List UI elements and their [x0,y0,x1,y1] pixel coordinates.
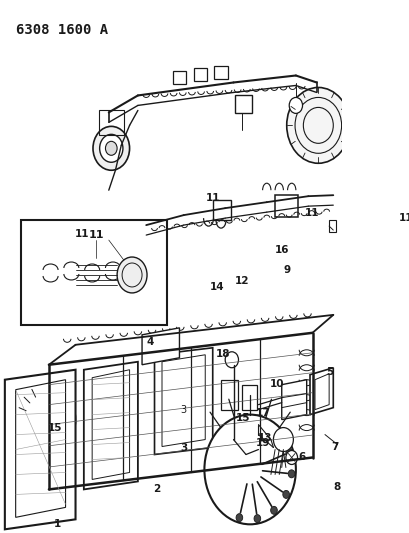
Circle shape [273,427,293,451]
Text: 11: 11 [205,193,220,203]
Circle shape [204,415,295,524]
Text: 15: 15 [236,413,250,423]
Circle shape [17,385,75,455]
Polygon shape [309,368,333,415]
Bar [99,110,124,135]
Text: 8: 8 [332,482,339,492]
Polygon shape [5,370,75,529]
Text: 18: 18 [216,349,230,359]
Circle shape [35,406,58,433]
Text: 2: 2 [153,484,160,495]
Circle shape [105,141,117,155]
Text: 11: 11 [75,229,89,239]
Circle shape [254,514,260,522]
Text: 10: 10 [269,378,283,389]
Text: 7: 7 [330,441,338,451]
Text: 5: 5 [326,367,333,377]
Circle shape [288,470,294,478]
Bar [214,66,227,79]
Bar [21,220,166,325]
Text: 19: 19 [256,438,270,448]
Text: 14: 14 [209,282,224,292]
Bar [241,385,256,410]
Circle shape [99,134,123,162]
Bar [328,220,335,232]
Text: 3: 3 [180,405,186,415]
Text: 11: 11 [305,208,319,218]
Text: 15: 15 [47,423,62,433]
Circle shape [93,126,129,170]
Circle shape [270,506,276,514]
Text: 1: 1 [54,519,61,529]
Circle shape [117,257,147,293]
Text: 12: 12 [234,276,249,286]
Bar [220,379,237,410]
Bar [235,95,251,114]
Circle shape [285,450,297,464]
Text: 16: 16 [274,245,288,255]
Text: 9: 9 [283,265,290,275]
Text: 11: 11 [88,230,104,240]
Text: 3: 3 [180,442,187,453]
Text: 4: 4 [146,337,154,347]
Circle shape [285,448,292,456]
Circle shape [288,98,302,114]
Polygon shape [154,348,212,455]
Polygon shape [83,362,137,489]
Circle shape [225,352,238,368]
Text: 6: 6 [297,451,305,462]
Circle shape [236,514,242,522]
Text: 17: 17 [256,408,270,418]
Polygon shape [142,328,179,365]
Bar [274,195,298,217]
Polygon shape [281,379,306,419]
Circle shape [286,87,349,163]
Bar [212,200,230,220]
Text: 13: 13 [257,433,272,442]
Bar [172,70,186,84]
Text: 11: 11 [398,213,409,223]
Text: 6308 1600 A: 6308 1600 A [16,22,108,37]
Bar [193,68,207,82]
Circle shape [282,490,289,498]
